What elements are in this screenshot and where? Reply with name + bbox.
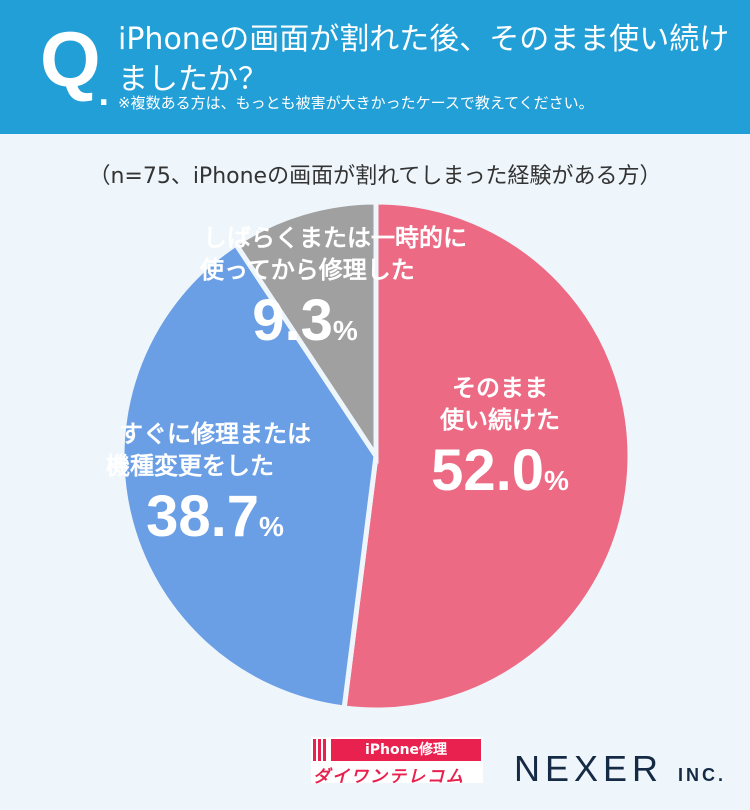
label-slice-0: そのまま 使い続けた 52.0% (400, 372, 600, 516)
value-label: 52.0% (431, 438, 569, 503)
label-line: 使ってから修理した (200, 256, 415, 284)
nexer-logo: NEXER INC. (514, 748, 727, 789)
q-mark: Q (40, 15, 101, 103)
label-slice-2: しばらくまたは一時的に 使ってから修理した 9.3% (190, 222, 480, 366)
value-label: 9.3% (252, 288, 358, 353)
daiwa-telecom-logo: iPhone修理 ダイワンテレコム (311, 737, 483, 787)
value-label: 38.7% (146, 484, 284, 549)
label-line: しばらくまたは一時的に (203, 224, 467, 252)
question-note: ※複数ある方は、もっとも被害が大きかったケースで教えてください。 (118, 94, 594, 112)
q-dot: . (98, 78, 110, 113)
sample-note: （n=75、iPhoneの画面が割れてしまった経験がある方） (88, 164, 662, 189)
label-line: 機種変更をした (106, 452, 274, 480)
question-header: Q . iPhoneの画面が割れた後、そのまま使い続けましたか？ ※複数ある方は… (0, 0, 750, 134)
pie-slice-2 (232, 199, 379, 465)
label-line: 使い続けた (440, 406, 560, 434)
pie-slice-0 (341, 199, 633, 713)
question-title: iPhoneの画面が割れた後、そのまま使い続けましたか？ (118, 22, 730, 97)
label-slice-1: すぐに修理または 機種変更をした 38.7% (100, 418, 330, 562)
label-line: そのまま (452, 374, 548, 402)
label-line: すぐに修理または (119, 420, 311, 448)
